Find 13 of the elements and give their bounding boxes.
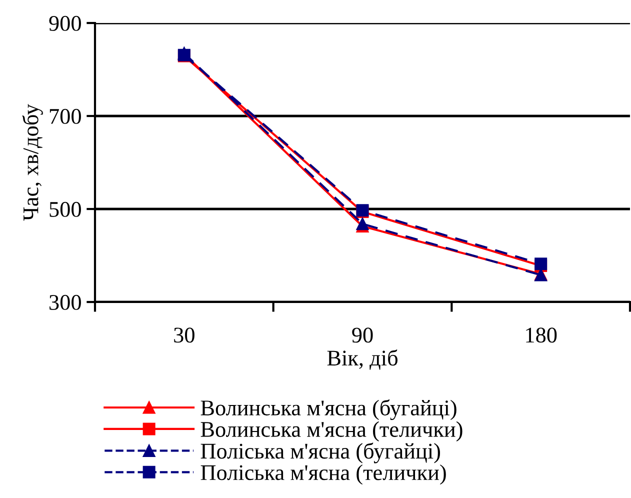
legend-label: Волинська м'ясна (телички) (200, 421, 462, 442)
x-axis-title: Вік, діб (327, 349, 398, 370)
legend-label: Поліська м'ясна (бугайці) (200, 442, 440, 464)
x-tick-label: 180 (526, 328, 557, 343)
legend-label: Волинська м'ясна (бугайці) (200, 399, 456, 420)
x-tick-label: 90 (352, 328, 373, 343)
y-tick-label: 700 (50, 108, 81, 124)
x-tick-label: 30 (174, 328, 194, 343)
y-tick-label: 500 (50, 202, 81, 217)
y-axis-title: Час, хв/добу (22, 104, 43, 221)
legend-label: Поліська м'ясна (телички) (200, 464, 446, 485)
y-tick-label: 900 (49, 16, 81, 31)
y-tick-label: 300 (50, 294, 81, 310)
